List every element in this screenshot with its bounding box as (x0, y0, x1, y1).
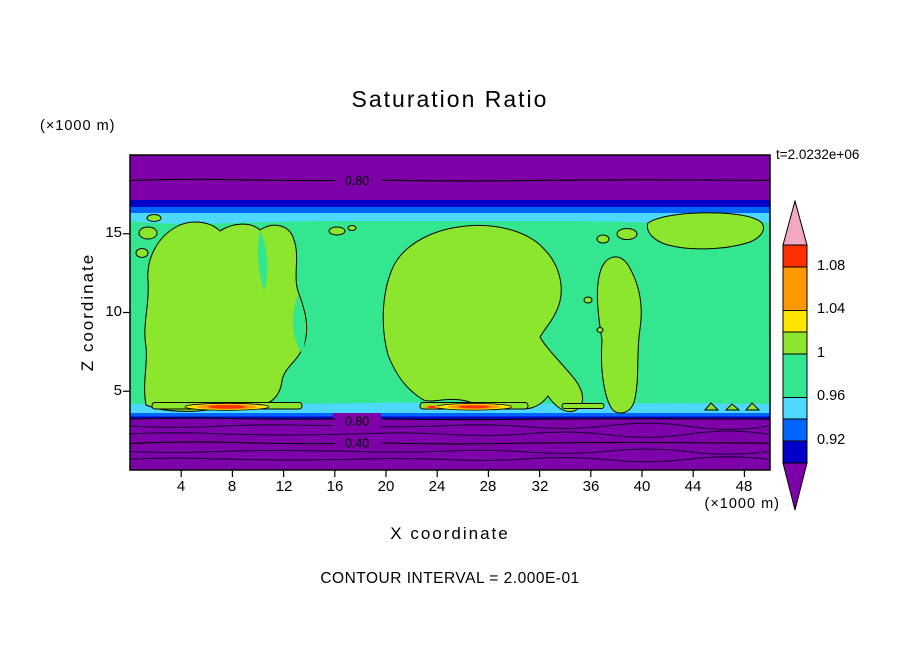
green-tooth (724, 403, 741, 411)
x-tick-label: 4 (176, 478, 186, 495)
y-tick-label: 15 (105, 224, 122, 241)
blob-left-notch (257, 230, 268, 291)
green-island (328, 226, 346, 236)
contour-interval-label: CONTOUR INTERVAL = 2.000E-01 (320, 570, 580, 587)
contour-line (129, 422, 771, 430)
green-tooth (744, 402, 761, 411)
colorbar-segment (782, 266, 808, 311)
time-annotation: t=2.0232e+06 (776, 147, 860, 162)
hotspot-red (208, 405, 246, 409)
colorbar-segment (782, 397, 808, 420)
x-tick-label: 8 (227, 478, 237, 495)
hotspot-red (458, 405, 490, 409)
green-island (138, 226, 158, 240)
y-axis-ticks (123, 233, 130, 392)
x-tick-label: 44 (684, 478, 702, 495)
green-blob-right (596, 256, 642, 414)
colorbar-segment (782, 440, 808, 464)
colorbar-tick-label: 0.92 (817, 432, 846, 448)
x-tick-label: 32 (531, 478, 549, 495)
x-axis-label: X coordinate (390, 524, 510, 543)
colorbar-tick-label: 1.04 (817, 301, 846, 317)
contour-line-080-bottom (129, 417, 336, 420)
contour-line (129, 430, 771, 438)
bottom-navy-strip (130, 416, 770, 419)
colorbar-arrow-bottom (782, 462, 808, 511)
colorbar-arrow-top (782, 200, 808, 246)
hotspot-red (428, 405, 436, 409)
contour-label-bottom-upper: 0.80 (345, 415, 369, 429)
colorbar (782, 200, 808, 511)
green-island (583, 296, 593, 304)
contour-line-080-top (381, 179, 771, 182)
x-tick-label: 12 (275, 478, 293, 495)
contour-line (129, 448, 771, 455)
x-tick-label: 48 (735, 478, 753, 495)
contour-plot: 0.40 0.80 0.80 (123, 154, 771, 477)
y-tick-label: 10 (105, 303, 122, 320)
y-tick-label: 5 (113, 382, 122, 399)
x-tick-label: 40 (633, 478, 651, 495)
contour-line-040 (129, 441, 336, 445)
colorbar-segment (782, 331, 808, 355)
bottom-blue-strip (130, 413, 770, 417)
green-island (596, 327, 604, 333)
green-island (146, 214, 162, 222)
contour-line-080-top (129, 178, 336, 182)
green-island (347, 225, 357, 231)
contour-label-bottom-lower: 0.40 (345, 437, 369, 451)
bottom-purple-band (130, 419, 770, 470)
colorbar-segment (782, 244, 808, 268)
x-tick-label: 28 (479, 478, 497, 495)
blob-left-bay (293, 295, 306, 353)
green-island (596, 234, 610, 244)
contour-line-080-bottom (381, 418, 771, 421)
contour-line (129, 456, 771, 463)
colorbar-tick-label: 1.08 (817, 258, 846, 274)
x-axis-units: (×1000 m) (704, 496, 780, 512)
colorbar-tick-label: 0.96 (817, 388, 846, 404)
contour-label-top: 0.80 (345, 174, 369, 188)
colorbar-segment (782, 310, 808, 333)
x-tick-label: 16 (326, 478, 344, 495)
green-island (616, 228, 638, 240)
page-title: Saturation Ratio (351, 86, 549, 112)
colorbar-tick-label: 1 (817, 345, 826, 361)
green-island (135, 248, 149, 258)
x-tick-label: 20 (377, 478, 395, 495)
green-patch-top-right (646, 212, 764, 250)
colorbar-segment (782, 353, 808, 398)
x-tick-label: 36 (582, 478, 600, 495)
y-axis-units: (×1000 m) (40, 118, 116, 134)
colorbar-segment (782, 418, 808, 442)
contour-label-mask (333, 413, 381, 428)
x-axis-ticks (180, 470, 746, 477)
contour-line-040 (381, 441, 771, 445)
green-tooth (703, 402, 720, 411)
green-streak (561, 403, 605, 409)
top-cyan-stripe (130, 213, 770, 224)
x-tick-label: 24 (428, 478, 446, 495)
